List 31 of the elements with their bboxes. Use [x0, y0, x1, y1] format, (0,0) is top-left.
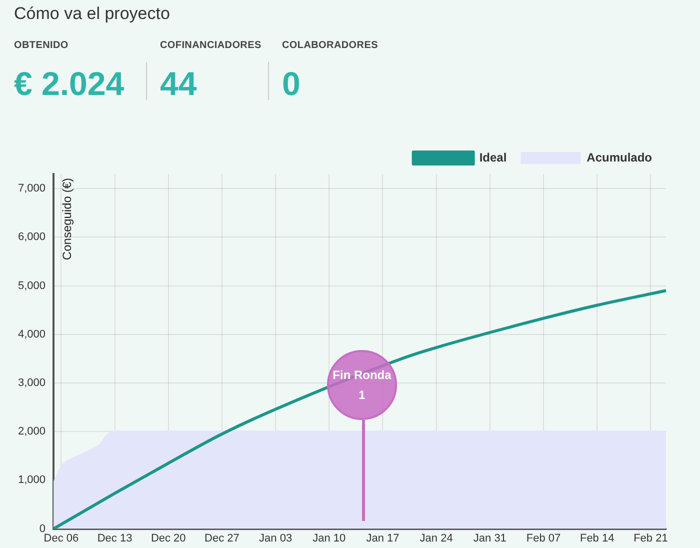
x-tick-label: Jan 10	[312, 532, 346, 544]
x-tick-label: Dec 20	[150, 532, 186, 544]
x-tick-label: Feb 14	[580, 532, 614, 544]
y-tick-label: 6,000	[18, 231, 46, 244]
x-tick-label: Jan 24	[420, 532, 453, 544]
x-tick-label: Feb 21	[634, 532, 668, 544]
x-tick-label: Jan 31	[473, 532, 506, 544]
text: COFINANCIADORES	[160, 40, 262, 51]
y-axis-title: Conseguido (€)	[60, 178, 74, 260]
x-tick-label: Jan 17	[366, 532, 400, 544]
legend-label: Acumulado	[586, 150, 652, 164]
y-tick-label: 5,000	[18, 280, 46, 292]
y-tick-label: 1,000	[18, 474, 46, 486]
x-tick-label: Feb 07	[526, 532, 561, 544]
text: OBTENIDO	[14, 40, 70, 51]
y-tick-label: 7,000	[18, 182, 46, 195]
annotation: Fin Ronda 1	[327, 350, 397, 420]
y-tick-label: 0	[39, 522, 46, 535]
text: 0	[282, 65, 302, 103]
y-tick-label: 3,000	[18, 377, 46, 390]
y-tick-label: 2,000	[18, 426, 46, 438]
x-tick-label: Dec 06	[44, 532, 79, 544]
x-tick-label: Jan 03	[259, 532, 292, 544]
x-tick-label: Dec 13	[97, 532, 132, 544]
chart-title: Cómo va el proyecto	[14, 4, 170, 24]
text: COLABORADORES	[282, 40, 378, 51]
x-tick-label: Dec 27	[204, 532, 240, 544]
y-tick-label: 4,000	[18, 328, 46, 340]
text: 44	[160, 65, 198, 103]
legend-label: Ideal	[479, 150, 507, 164]
text: € 2.024	[14, 65, 124, 103]
